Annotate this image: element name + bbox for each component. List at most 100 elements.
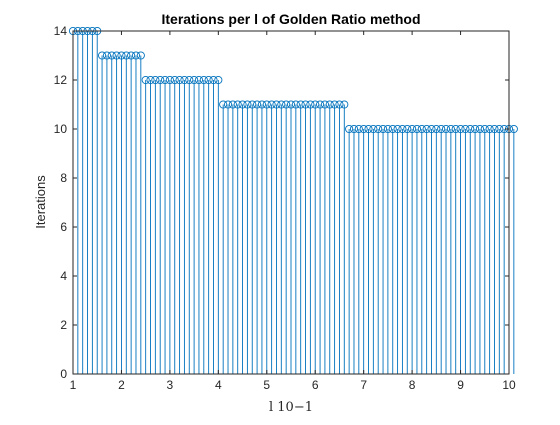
stem-marker <box>320 100 329 109</box>
x-tick-label: 9 <box>457 378 464 392</box>
stem-marker <box>282 100 291 109</box>
x-tick-label: 10 <box>502 378 516 392</box>
y-tick-label: 12 <box>54 73 68 87</box>
stem-marker <box>233 100 242 109</box>
stem-marker <box>364 124 373 134</box>
stem-marker <box>243 100 252 109</box>
axes-box <box>72 30 510 375</box>
x-tick-label: 8 <box>409 378 416 392</box>
stem-marker <box>461 124 470 134</box>
stem-marker <box>490 124 499 134</box>
stem-marker <box>180 75 189 85</box>
stem-marker <box>354 124 363 134</box>
stem-marker <box>495 124 504 134</box>
stem-marker <box>422 124 431 134</box>
stem-marker <box>417 124 426 134</box>
stem-marker <box>374 124 383 134</box>
stem-marker <box>209 75 218 85</box>
stem-marker <box>272 100 281 109</box>
stem-marker <box>267 100 276 109</box>
stem-marker <box>456 124 465 134</box>
stem-marker <box>291 100 300 109</box>
stem-marker <box>301 100 310 109</box>
stem-marker <box>204 75 213 85</box>
stem-marker <box>102 51 111 60</box>
x-axis-ticks: 1 2 3 4 5 6 7 8 9 10 <box>70 31 516 392</box>
y-tick-label: 8 <box>60 171 67 185</box>
stem-marker <box>190 75 199 85</box>
stem-marker <box>253 100 262 109</box>
stem-marker <box>441 124 451 134</box>
y-tick-label: 0 <box>60 367 67 381</box>
stem-marker <box>248 100 257 109</box>
stem-marker <box>446 124 455 134</box>
x-tick-label: 7 <box>360 378 367 392</box>
stem-marker <box>238 100 247 109</box>
stem-marker <box>122 51 131 60</box>
stem-marker <box>393 124 402 134</box>
stem-marker <box>340 100 349 109</box>
stem-marker <box>451 124 460 134</box>
stem-marker <box>475 124 484 134</box>
stem-marker <box>175 75 184 85</box>
stem-marker <box>262 100 271 109</box>
stem-marker <box>437 124 446 134</box>
stem-marker <box>136 51 145 60</box>
stem-marker <box>427 124 436 134</box>
stem-marker <box>117 51 126 60</box>
chart-title: Iterations per l of Golden Ratio method <box>161 11 420 27</box>
stem-marker <box>466 124 475 134</box>
stem-marker <box>480 124 489 134</box>
y-tick-label: 2 <box>60 318 67 332</box>
stem-marker <box>107 51 116 60</box>
x-axis-label: l 10−1 <box>269 400 313 415</box>
stem-marker <box>359 124 368 134</box>
stem-marker <box>485 124 494 134</box>
stem-marker <box>388 124 397 134</box>
y-tick-label: 4 <box>60 269 67 283</box>
stem-marker <box>277 100 286 109</box>
x-tick-label: 3 <box>167 378 174 392</box>
stem-marker <box>257 100 266 109</box>
x-tick-label: 2 <box>118 378 125 392</box>
stem-marker <box>185 75 194 85</box>
x-tick-label: 5 <box>263 378 270 392</box>
stem-marker <box>369 124 378 134</box>
stem-marker <box>311 100 320 109</box>
stem-marker <box>383 124 392 134</box>
stem-marker <box>127 51 136 60</box>
stem-marker <box>471 124 480 134</box>
stem-marker <box>151 75 160 85</box>
stem-marker <box>509 124 518 134</box>
stem-marker <box>160 75 170 85</box>
stem-marker <box>146 75 155 85</box>
stem-marker <box>296 100 305 109</box>
y-tick-label: 10 <box>54 122 68 136</box>
stem-marker <box>335 100 344 109</box>
x-tick-label: 4 <box>215 378 222 392</box>
stem-marker <box>349 124 359 134</box>
stem-marker <box>306 100 315 109</box>
y-tick-label: 14 <box>54 24 68 38</box>
stem-marker <box>199 75 208 85</box>
stem-marker <box>228 100 237 109</box>
y-axis-label: Iterations <box>33 175 48 229</box>
stem-marker <box>412 124 422 134</box>
stem-marker <box>378 124 388 134</box>
stem-marker <box>330 100 339 109</box>
stem-marker <box>223 100 233 109</box>
stem-marker <box>325 100 334 109</box>
stem-marker <box>398 124 407 134</box>
x-tick-label: 1 <box>70 378 77 392</box>
stem-marker <box>141 75 150 85</box>
stem-marker <box>170 75 179 85</box>
stem-marker <box>194 75 204 85</box>
stem-marker <box>112 51 121 60</box>
stem-marker <box>214 75 223 85</box>
stem-marker <box>432 124 441 134</box>
x-tick-label: 6 <box>312 378 319 392</box>
stem-marker <box>286 100 296 109</box>
stem-marker <box>219 100 228 109</box>
stem-marker <box>316 100 325 109</box>
